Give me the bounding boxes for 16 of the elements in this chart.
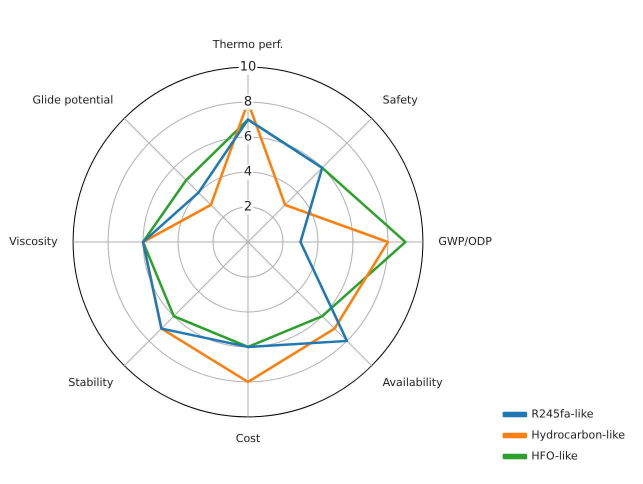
y-tick-label: 2: [244, 199, 252, 214]
spoke-label: Glide potential: [32, 94, 114, 107]
spoke-label: Safety: [382, 94, 418, 107]
spoke-label: Stability: [68, 376, 114, 390]
y-tick-label: 10: [240, 59, 256, 74]
legend-label: R245fa-like: [531, 407, 594, 420]
spoke-label: GWP/ODP: [438, 234, 492, 248]
y-tick-label: 6: [244, 129, 252, 144]
legend-label: Hydrocarbon-like: [531, 428, 626, 442]
y-tick-label: 8: [244, 94, 252, 110]
legend-label: HFO-like: [531, 449, 578, 462]
y-tick-label: 4: [244, 164, 252, 180]
spoke-label: Thermo perf.: [212, 38, 284, 51]
spoke-label: Viscosity: [9, 234, 58, 248]
spoke-label: Cost: [236, 432, 261, 445]
spoke-label: Availability: [382, 376, 444, 390]
